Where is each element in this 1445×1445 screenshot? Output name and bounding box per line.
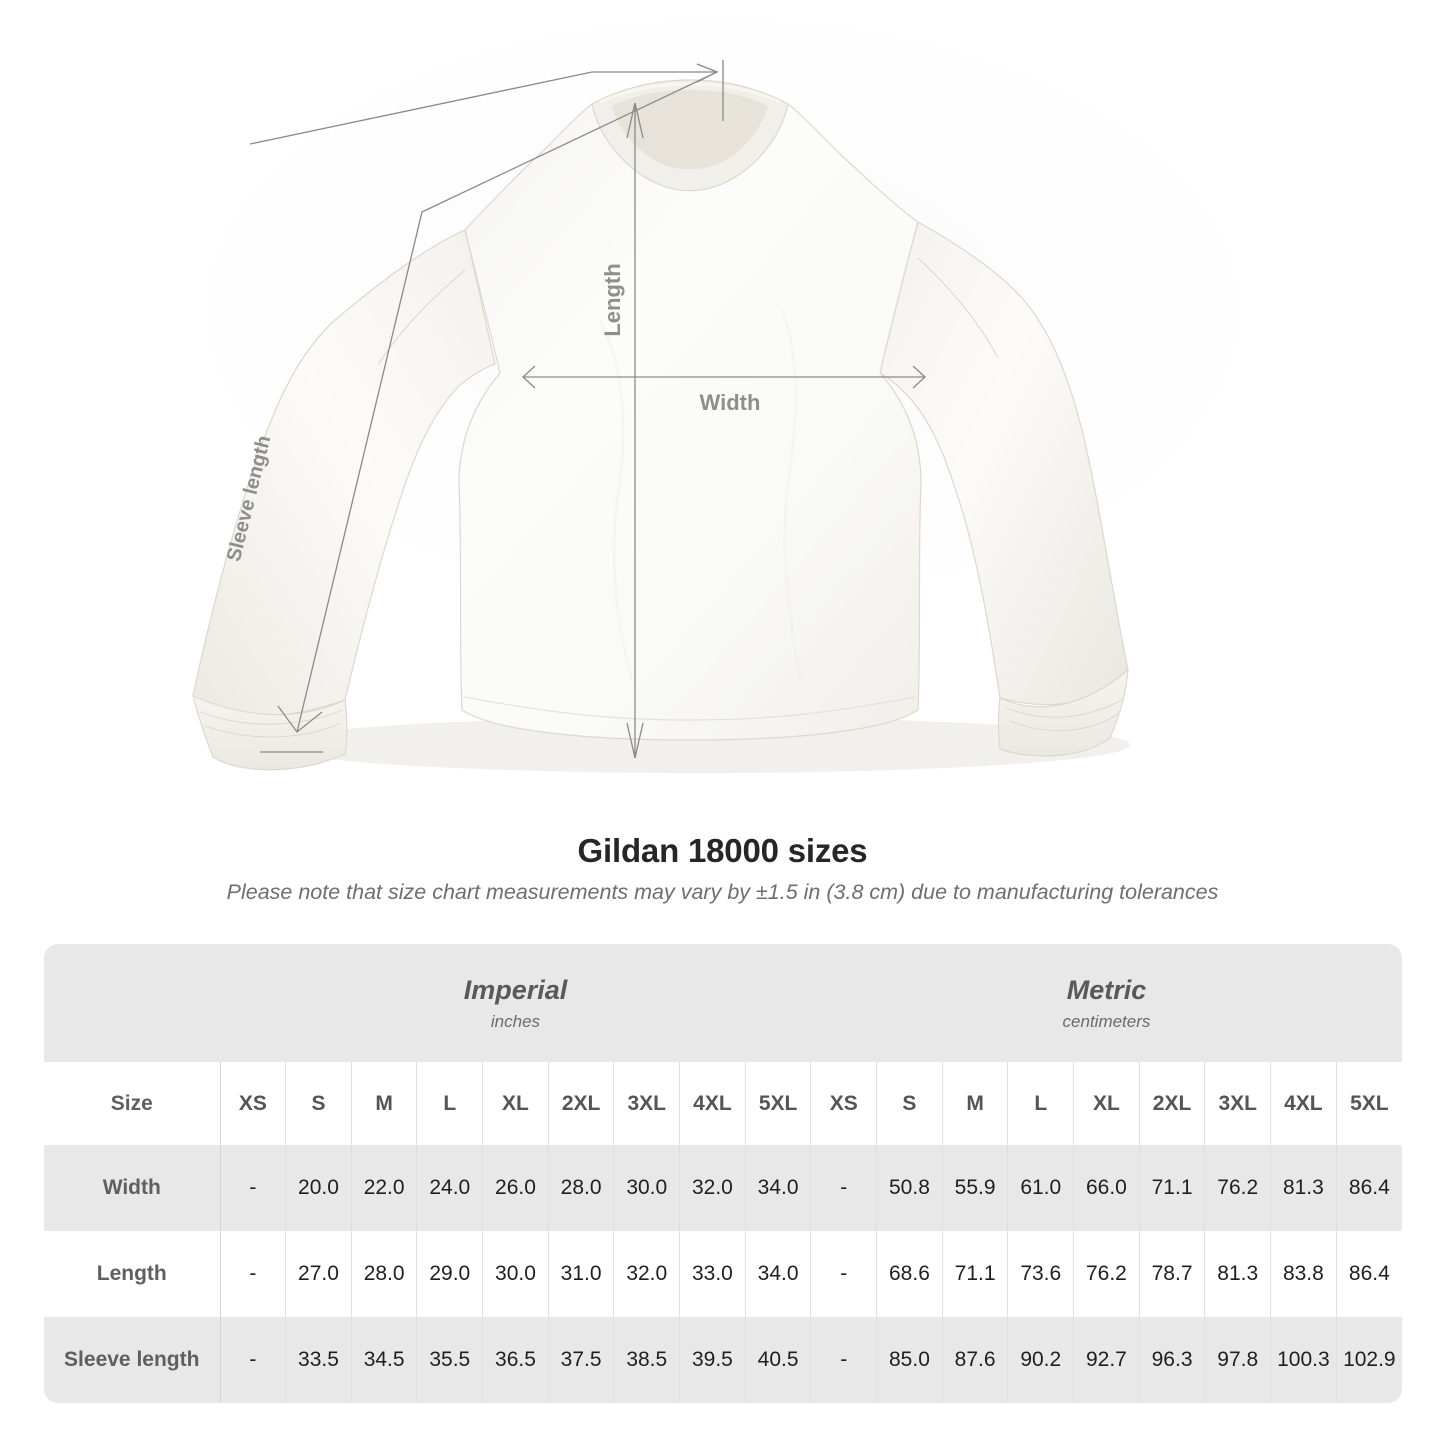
svg-text:Width: Width [700,390,761,415]
svg-text:Length: Length [600,263,625,336]
